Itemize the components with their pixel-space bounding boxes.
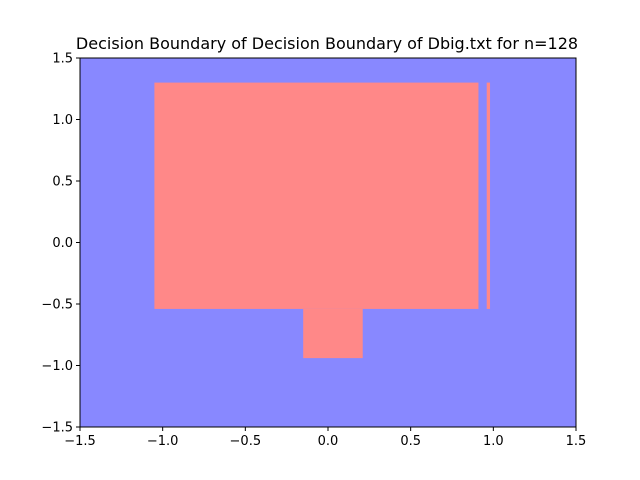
x-tick-label: 1.0: [483, 434, 504, 449]
x-tick-label: 0.5: [400, 434, 421, 449]
class-region-3: [486, 82, 491, 309]
axes: −1.5 −1.0 −0.5 0.0 0.5 1.0 1.5 −1.5 −1.0 −0.5 0.0 0…: [41, 52, 586, 450]
y-tick-label: −1.0: [41, 359, 73, 374]
x-tick-label: −1.0: [147, 434, 179, 449]
x-tick-label: 0.0: [318, 434, 339, 449]
y-tick-label: 1.0: [52, 113, 73, 128]
y-tick-label: −1.5: [41, 421, 73, 436]
chart-title: Decision Boundary of Decision Boundary o…: [76, 34, 578, 53]
y-tick-label: 0.5: [52, 175, 73, 190]
x-tick-label: −0.5: [230, 434, 262, 449]
y-tick-label: 0.0: [52, 236, 73, 251]
y-tick-label: −0.5: [41, 298, 73, 313]
class-region-1: [154, 82, 479, 309]
y-tick-label: 1.5: [52, 52, 73, 67]
plot-area: [80, 58, 576, 427]
x-tick-label: 1.5: [566, 434, 587, 449]
class-region-2: [303, 308, 363, 359]
x-tick-label: −1.5: [64, 434, 96, 449]
